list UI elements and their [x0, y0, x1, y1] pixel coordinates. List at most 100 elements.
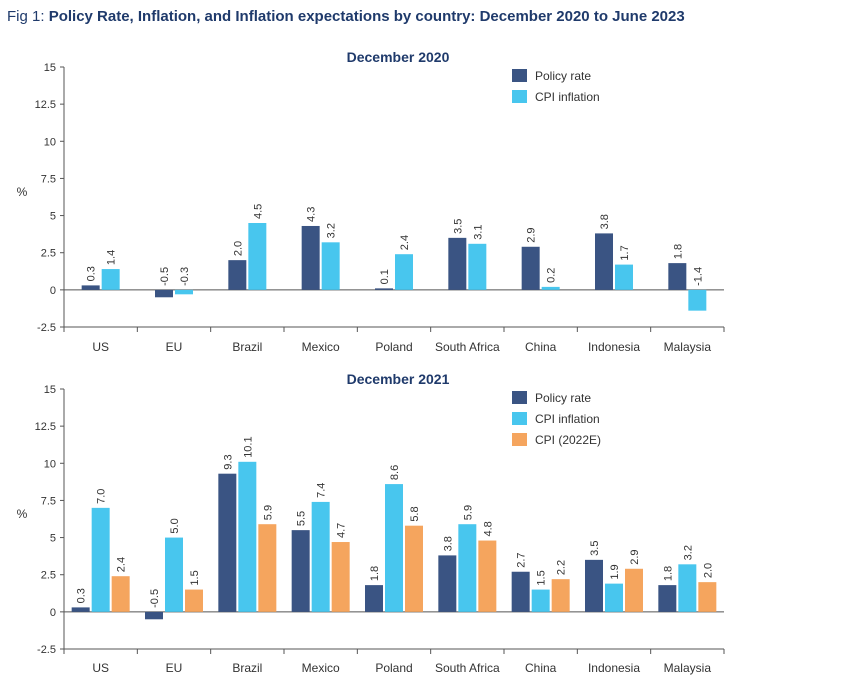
bar: [438, 555, 457, 612]
data-label: 1.8: [369, 566, 381, 581]
x-tick-label: Brazil: [232, 661, 262, 675]
data-label: 1.8: [672, 244, 684, 259]
bar: [228, 260, 247, 290]
data-label: 5.8: [409, 506, 421, 521]
bar: [145, 611, 163, 620]
x-tick-label: Malaysia: [664, 340, 712, 354]
figure-title-text: Policy Rate, Inflation, and Inflation ex…: [48, 8, 685, 25]
bar: [478, 540, 497, 612]
x-tick-label: EU: [166, 661, 183, 675]
x-tick-label: China: [525, 661, 557, 675]
x-tick-label: China: [525, 340, 557, 354]
bar: [365, 585, 383, 612]
x-tick-label: South Africa: [435, 661, 500, 675]
bar: [311, 501, 330, 612]
bar: [541, 286, 560, 290]
bar: [551, 579, 570, 612]
data-label: 1.8: [662, 566, 674, 581]
data-label: 2.0: [232, 241, 244, 256]
bar: [521, 246, 540, 290]
bar: [331, 542, 350, 612]
data-label: 2.9: [629, 549, 641, 564]
x-tick-label: Indonesia: [588, 340, 640, 354]
bar: [405, 525, 423, 612]
y-tick-label: 5: [50, 533, 56, 545]
data-label: 4.3: [306, 207, 318, 222]
data-label: 1.5: [536, 570, 548, 585]
bar: [595, 233, 613, 290]
x-tick-label: Mexico: [302, 340, 340, 354]
bar: [258, 524, 277, 612]
data-label: 1.9: [609, 564, 621, 579]
data-label: -1.4: [692, 267, 704, 286]
x-tick-label: US: [92, 340, 109, 354]
data-label: 2.0: [702, 563, 714, 578]
data-label: 3.2: [682, 545, 694, 560]
bar: [238, 461, 257, 612]
bar: [91, 507, 110, 612]
legend-label: CPI (2022E): [535, 433, 601, 447]
data-label: 4.7: [336, 523, 348, 538]
bar: [658, 585, 677, 612]
bar: [165, 537, 183, 612]
y-tick-label: 12.5: [35, 99, 56, 111]
bar: [468, 243, 487, 290]
data-label: 2.4: [399, 235, 411, 250]
legend-swatch: [512, 391, 527, 404]
data-label: 3.5: [452, 219, 464, 234]
bar: [291, 530, 310, 612]
data-label: 3.2: [326, 223, 338, 238]
data-label: 0.3: [76, 588, 88, 603]
legend-label: CPI inflation: [535, 412, 600, 426]
data-label: 5.0: [169, 518, 181, 533]
data-label: -0.3: [179, 267, 191, 286]
data-label: -0.5: [149, 589, 161, 608]
data-label: 4.5: [252, 204, 264, 219]
data-label: 0.1: [379, 269, 391, 284]
bar: [698, 582, 717, 612]
data-label: 3.8: [442, 536, 454, 551]
chart-panel-2: December 2021 15 12.5 10 7.5 5 2.5 0 -2.5% US 0.3 7…: [17, 371, 725, 675]
data-label: 1.7: [619, 245, 631, 260]
data-label: 3.8: [599, 214, 611, 229]
y-tick-label: -2.5: [37, 644, 56, 656]
bar: [185, 589, 203, 612]
legend-label: Policy rate: [535, 391, 591, 405]
bar: [678, 564, 697, 612]
bar: [218, 473, 237, 612]
x-tick-label: Indonesia: [588, 661, 640, 675]
chart-title: December 2020: [347, 49, 450, 65]
legend-swatch: [512, 69, 527, 82]
x-tick-label: Malaysia: [664, 661, 712, 675]
bar: [395, 254, 413, 290]
bar: [248, 223, 267, 290]
x-tick-label: South Africa: [435, 340, 500, 354]
x-tick-label: Brazil: [232, 340, 262, 354]
legend-label: CPI inflation: [535, 90, 600, 104]
y-tick-label: 2.5: [41, 570, 56, 582]
bar: [448, 237, 467, 290]
y-tick-label: 15: [44, 62, 56, 74]
bar: [301, 225, 320, 290]
figure-title: Fig 1: Policy Rate, Inflation, and Infla…: [7, 8, 685, 25]
y-tick-label: 15: [44, 384, 56, 396]
bar: [585, 559, 603, 612]
y-tick-label: -2.5: [37, 322, 56, 334]
bar: [458, 524, 477, 612]
bar: [688, 289, 707, 311]
legend-swatch: [512, 90, 527, 103]
data-label: 8.6: [389, 465, 401, 480]
bar: [155, 289, 173, 298]
legend-label: Policy rate: [535, 69, 591, 83]
bar: [668, 263, 687, 290]
data-label: 5.9: [462, 505, 474, 520]
bar: [511, 571, 530, 612]
bar: [175, 289, 193, 295]
data-label: 5.5: [296, 511, 308, 526]
bar: [71, 607, 90, 612]
y-tick-label: 5: [50, 211, 56, 223]
bar: [615, 264, 633, 290]
y-tick-label: 12.5: [35, 421, 56, 433]
data-label: 1.5: [189, 570, 201, 585]
